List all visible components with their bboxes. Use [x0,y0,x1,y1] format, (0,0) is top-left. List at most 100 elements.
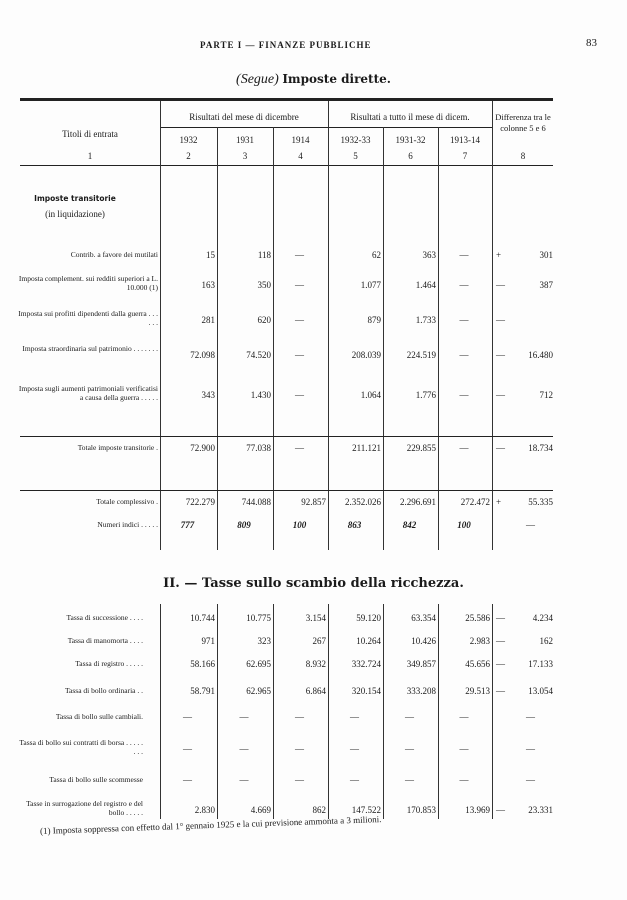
table-cell: 320.154 [351,686,381,696]
diff-sign: — [496,315,505,325]
table-cell: — [405,744,414,754]
table-cell: 863 [347,520,362,530]
table-cell: 72.098 [190,350,215,360]
diff-value: 4.234 [532,613,553,623]
table-cell: 10.775 [246,613,271,623]
column-number: 2 [186,151,191,161]
diff-value: 13.054 [528,686,553,696]
table-cell: 349.857 [406,659,436,669]
table-cell: 229.855 [406,443,436,453]
table-cell: — [183,712,192,722]
title-segue: (Segue) [236,72,279,87]
table-cell: — [459,712,469,722]
table-cell: — [295,443,304,453]
year-header: 1932-33 [340,135,371,145]
table-cell: — [350,775,359,785]
column-number: 4 [298,151,303,161]
table-cell: — [239,775,249,785]
row-label: Tasse in surrogazione del registro e del… [26,799,143,817]
column-rule [273,604,274,819]
diff-value: 17.133 [528,659,553,669]
year-header: 1913-14 [450,135,480,145]
footnote: (1) Imposta soppressa con effetto dal 1°… [39,814,382,836]
diff-value: 162 [539,636,554,646]
row-label: Imposta straordinaria sul patrimonio . .… [22,344,158,353]
table-cell: — [295,315,304,325]
diff-value: 23.331 [528,805,553,815]
row-label: Contrib. a favore dei mutilati [70,250,158,259]
table-cell: 8.932 [305,659,326,669]
row-label: Tassa di registro . . . . . [75,659,143,668]
table-cell: 25.586 [465,613,490,623]
table-cell: 744.088 [241,497,271,507]
column-rule [438,604,439,819]
table-cell: — [295,390,304,400]
column-rule [160,604,161,819]
diff-value: 301 [539,250,554,260]
table-cell: 211.121 [352,443,381,453]
row-label: Tassa di bollo sulle cambiali. [55,712,143,721]
table-cell: — [183,744,192,754]
table-cell: 2.296.691 [400,497,436,507]
column-number: 1 [87,151,93,161]
table-cell: 62.695 [246,659,271,669]
diff-sign: + [496,250,502,260]
table-cell: — [239,744,249,754]
column-number: 5 [353,151,358,161]
table-cell: 10.744 [190,613,215,623]
column-rule [438,127,439,550]
row-label: Tassa di manomorta . . . . [67,636,143,645]
table-cell: 1.077 [360,280,381,290]
table-cell: 323 [257,636,272,646]
year-header: 1931 [236,135,254,145]
table-cell: — [295,712,304,722]
table-cell: 10.264 [356,636,381,646]
diff-value: — [526,775,535,785]
diff-sign: — [496,805,505,815]
table-cell: 2.983 [469,636,490,646]
table-cell: — [459,744,469,754]
column-rule [273,127,274,550]
table-cell: 45.656 [465,659,490,669]
table-cell: — [405,775,414,785]
table-cell: — [459,390,469,400]
diff-sign: — [496,350,505,360]
column-number: 7 [462,151,468,161]
table-cell: — [459,775,469,785]
table-cell: 29.513 [465,686,490,696]
section-title: II. — Tasse sullo scambio della ricchezz… [163,576,464,591]
table-cell: 13.969 [465,805,490,815]
table-cell: 100 [292,520,307,530]
diff-sign: — [496,443,505,453]
diff-sign: + [496,497,502,507]
header-subrule [160,127,492,128]
column-rule [492,604,493,819]
table-cell: 72.900 [190,443,215,453]
diff-value: 387 [539,280,554,290]
table-cell: — [295,775,304,785]
table-cell: — [459,315,469,325]
diff-sign: — [496,686,505,696]
year-header: 1931-32 [395,135,426,145]
table-cell: 281 [201,315,216,325]
table-cell: — [405,712,414,722]
diff-value: — [526,744,535,754]
table-cell: 722.279 [185,497,215,507]
table-cell: — [350,712,359,722]
row-label: Totale complessivo . [96,497,158,506]
column-number: 3 [242,151,248,161]
table-cell: 118 [257,250,271,260]
table-cell: 333.208 [406,686,436,696]
row-label: Tassa di bollo sui contratti di borsa . … [19,738,143,756]
table-cell: 620 [257,315,272,325]
table-cell: 92.857 [301,497,326,507]
column-rule [383,604,384,819]
diff-sign: — [496,636,505,646]
header-bottom-rule [20,165,553,166]
table-cell: 74.520 [246,350,271,360]
table-cell: 58.166 [190,659,215,669]
table-cell: 1.064 [360,390,381,400]
row-label: Totale imposte transitorie . [77,443,158,452]
column-rule [383,127,384,550]
